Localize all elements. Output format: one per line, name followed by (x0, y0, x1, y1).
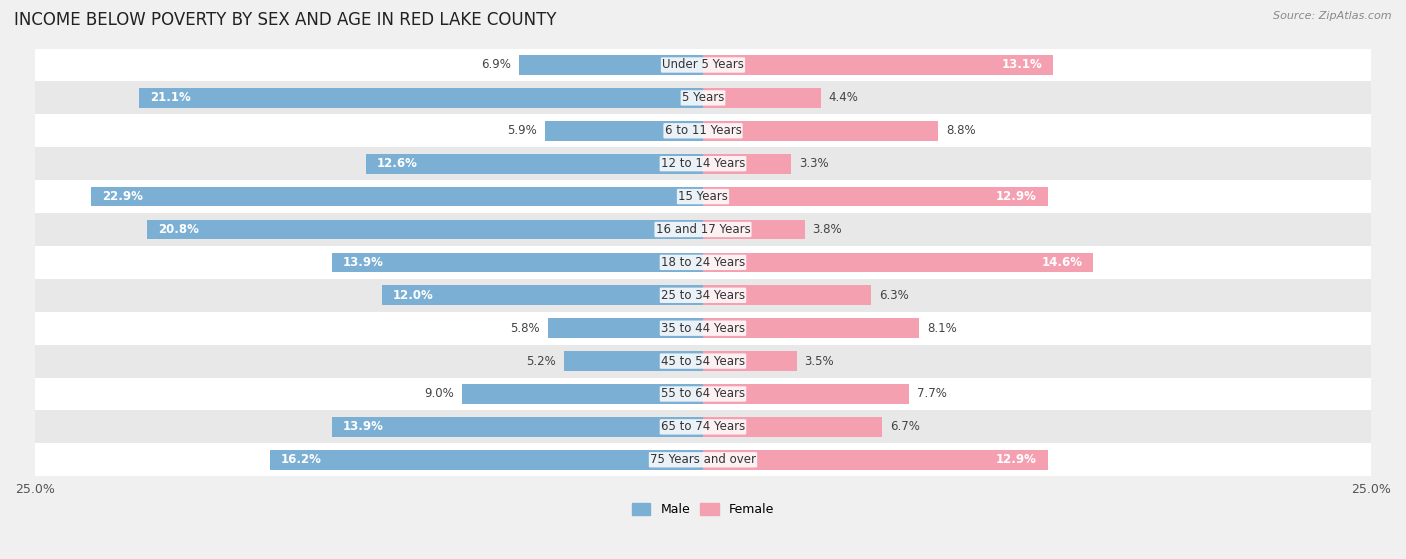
Text: 22.9%: 22.9% (101, 190, 142, 203)
Text: 9.0%: 9.0% (425, 387, 454, 400)
Bar (703, 88, 821, 108)
Bar (564, 351, 703, 371)
Bar (35, 147, 1371, 180)
Text: INCOME BELOW POVERTY BY SEX AND AGE IN RED LAKE COUNTY: INCOME BELOW POVERTY BY SEX AND AGE IN R… (14, 11, 557, 29)
Bar (35, 213, 1371, 246)
Bar (463, 384, 703, 404)
Text: 13.9%: 13.9% (342, 420, 382, 433)
Text: 5.8%: 5.8% (510, 321, 540, 335)
Text: 5 Years: 5 Years (682, 91, 724, 105)
Text: 20.8%: 20.8% (157, 223, 198, 236)
Text: Under 5 Years: Under 5 Years (662, 59, 744, 72)
Bar (35, 312, 1371, 345)
Bar (703, 286, 872, 305)
Text: 3.5%: 3.5% (804, 354, 834, 368)
Bar (35, 443, 1371, 476)
Bar (35, 279, 1371, 312)
Text: 45 to 54 Years: 45 to 54 Years (661, 354, 745, 368)
Bar (703, 384, 908, 404)
Bar (703, 253, 1092, 272)
Bar (35, 180, 1371, 213)
Bar (35, 345, 1371, 377)
Bar (270, 450, 703, 470)
Bar (703, 121, 938, 141)
Text: 35 to 44 Years: 35 to 44 Years (661, 321, 745, 335)
Text: 15 Years: 15 Years (678, 190, 728, 203)
Text: 6.3%: 6.3% (879, 289, 910, 302)
Bar (91, 187, 703, 206)
Text: 4.4%: 4.4% (828, 91, 859, 105)
Text: 12.9%: 12.9% (997, 190, 1038, 203)
Text: 6 to 11 Years: 6 to 11 Years (665, 124, 741, 138)
Bar (35, 49, 1371, 82)
Bar (35, 377, 1371, 410)
Text: 5.2%: 5.2% (526, 354, 555, 368)
Text: 8.8%: 8.8% (946, 124, 976, 138)
Text: 21.1%: 21.1% (150, 91, 191, 105)
Bar (703, 55, 1053, 75)
Text: 25 to 34 Years: 25 to 34 Years (661, 289, 745, 302)
Bar (703, 450, 1047, 470)
Bar (519, 55, 703, 75)
Text: 12.6%: 12.6% (377, 157, 418, 170)
Text: 7.7%: 7.7% (917, 387, 946, 400)
Bar (35, 115, 1371, 147)
Bar (35, 410, 1371, 443)
Text: 6.7%: 6.7% (890, 420, 920, 433)
Text: 13.1%: 13.1% (1001, 59, 1042, 72)
Text: Source: ZipAtlas.com: Source: ZipAtlas.com (1274, 11, 1392, 21)
Text: 16.2%: 16.2% (281, 453, 322, 466)
Text: 8.1%: 8.1% (928, 321, 957, 335)
Text: 18 to 24 Years: 18 to 24 Years (661, 256, 745, 269)
Bar (332, 417, 703, 437)
Text: 55 to 64 Years: 55 to 64 Years (661, 387, 745, 400)
Bar (703, 351, 797, 371)
Bar (382, 286, 703, 305)
Text: 12 to 14 Years: 12 to 14 Years (661, 157, 745, 170)
Text: 16 and 17 Years: 16 and 17 Years (655, 223, 751, 236)
Bar (703, 187, 1047, 206)
Bar (332, 253, 703, 272)
Bar (35, 82, 1371, 115)
Bar (35, 246, 1371, 279)
Text: 14.6%: 14.6% (1042, 256, 1083, 269)
Text: 5.9%: 5.9% (508, 124, 537, 138)
Bar (703, 417, 882, 437)
Legend: Male, Female: Male, Female (627, 498, 779, 522)
Bar (139, 88, 703, 108)
Bar (703, 154, 792, 173)
Text: 75 Years and over: 75 Years and over (650, 453, 756, 466)
Bar (367, 154, 703, 173)
Text: 6.9%: 6.9% (481, 59, 510, 72)
Bar (148, 220, 703, 239)
Bar (703, 220, 804, 239)
Bar (703, 318, 920, 338)
Text: 65 to 74 Years: 65 to 74 Years (661, 420, 745, 433)
Text: 12.9%: 12.9% (997, 453, 1038, 466)
Bar (546, 121, 703, 141)
Text: 3.8%: 3.8% (813, 223, 842, 236)
Text: 3.3%: 3.3% (799, 157, 828, 170)
Text: 13.9%: 13.9% (342, 256, 382, 269)
Text: 12.0%: 12.0% (394, 289, 434, 302)
Bar (548, 318, 703, 338)
